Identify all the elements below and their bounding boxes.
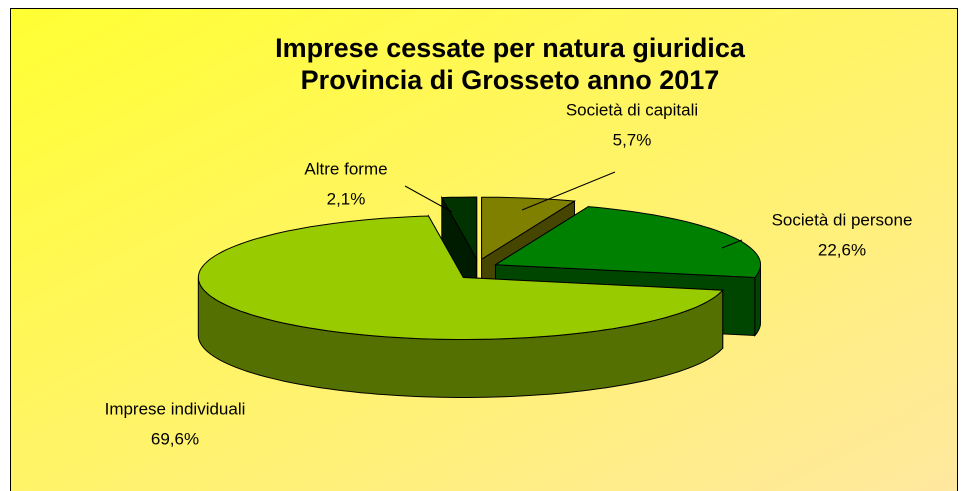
slice-label: Società di persone [772, 210, 913, 229]
slice [481, 196, 577, 261]
value-label: 69,6% [151, 429, 199, 448]
value-label: 2,1% [327, 189, 366, 208]
pie [197, 195, 762, 398]
chart-subtitle: Provincia di Grosseto anno 2017 [301, 65, 720, 95]
value-label: 22,6% [818, 240, 866, 259]
labels: Società di capitali 5,7% Società di person… [105, 100, 913, 448]
leader-line [404, 185, 453, 213]
slice [440, 196, 478, 261]
slice-label: Società di capitali [566, 100, 698, 119]
slice [493, 206, 762, 279]
chart-title: Imprese cessate per natura giuridica [275, 33, 746, 63]
leader-line [521, 171, 616, 211]
slice-label: Altre forme [304, 159, 387, 178]
slice-label: Imprese individuali [105, 399, 246, 418]
slice [197, 215, 724, 340]
leader-line [721, 239, 743, 249]
slice [197, 214, 724, 398]
value-label: 5,7% [613, 130, 652, 149]
